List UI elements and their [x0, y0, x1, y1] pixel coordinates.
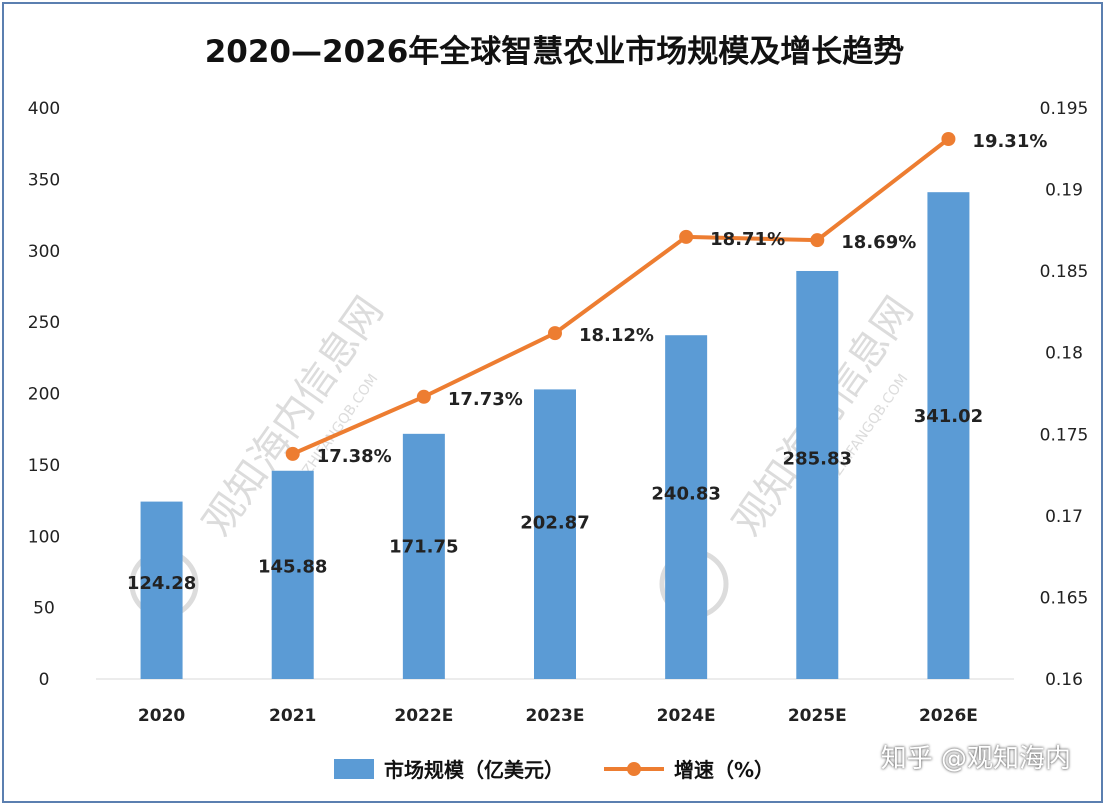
y-axis-left: 0 50 100 150 200 250 300 350 400: [28, 99, 60, 690]
line-data-labels: 17.38% 17.73% 18.12% 18.71% 18.69% 19.31%: [317, 131, 1048, 467]
y-right-tick-label: 0.165: [1040, 588, 1089, 608]
bar-data-label: 240.83: [651, 483, 720, 504]
chart-title: 2020—2026年全球智慧农业市场规模及增长趋势: [204, 34, 905, 70]
growth-line: [291, 137, 950, 456]
bar-data-label: 341.02: [914, 406, 983, 427]
bar-data-label: 145.88: [258, 557, 327, 578]
line-data-label: 17.38%: [317, 446, 392, 467]
bar-data-label: 285.83: [783, 449, 852, 470]
line-data-label: 19.31%: [972, 131, 1047, 152]
line-point: [679, 229, 694, 244]
credit-text: 知乎 @观知海内: [880, 744, 1071, 774]
bar-data-label: 202.87: [520, 513, 589, 534]
y-right-tick-label: 0.185: [1040, 262, 1089, 282]
bar: [796, 270, 839, 679]
legend: 市场规模（亿美元） 增速（%）: [334, 758, 774, 782]
y-right-tick-label: 0.16: [1045, 670, 1083, 690]
x-tick-label: 2021: [269, 706, 316, 726]
y-right-tick-label: 0.19: [1045, 181, 1083, 201]
legend-line-label: 增速（%）: [674, 758, 774, 782]
bar: [140, 501, 183, 679]
x-tick-label: 2026E: [919, 706, 978, 726]
line-point: [941, 131, 956, 146]
legend-bar-swatch: [334, 759, 374, 779]
y-left-tick-label: 400: [28, 99, 60, 119]
legend-bar-label: 市场规模（亿美元）: [384, 758, 564, 782]
x-tick-label: 2024E: [657, 706, 716, 726]
line-data-label: 18.12%: [579, 325, 654, 346]
bar-series: [140, 192, 970, 679]
line-point: [416, 389, 431, 404]
y-axis-right: 0.16 0.165 0.17 0.175 0.18 0.185 0.19 0.195: [1040, 99, 1089, 690]
y-left-tick-label: 100: [28, 527, 60, 547]
y-left-tick-label: 350: [28, 170, 60, 190]
legend-line-marker: [627, 762, 641, 776]
x-tick-label: 2023E: [526, 706, 585, 726]
x-tick-label: 2022E: [394, 706, 453, 726]
y-left-tick-label: 0: [39, 670, 50, 690]
y-right-tick-label: 0.175: [1040, 425, 1089, 445]
line-point: [548, 326, 562, 341]
y-left-tick-label: 150: [28, 456, 60, 476]
y-left-tick-label: 200: [28, 385, 60, 405]
line-data-label: 17.73%: [448, 389, 523, 410]
bar: [927, 192, 970, 679]
x-axis-ticks: 2020 2021 2022E 2023E 2024E 2025E 2026E: [138, 706, 978, 726]
line-point: [285, 446, 300, 461]
bar: [402, 433, 445, 679]
y-left-tick-label: 300: [28, 242, 60, 262]
y-left-tick-label: 50: [33, 599, 55, 619]
bar: [665, 335, 708, 679]
y-left-tick-label: 250: [28, 313, 60, 333]
line-point: [810, 233, 825, 248]
x-tick-label: 2020: [138, 706, 185, 726]
line-series: [285, 131, 956, 461]
y-right-tick-label: 0.18: [1045, 344, 1083, 364]
y-right-tick-label: 0.195: [1040, 99, 1089, 119]
x-tick-label: 2025E: [788, 706, 847, 726]
y-right-tick-label: 0.17: [1045, 507, 1083, 527]
bar-data-label: 171.75: [389, 537, 458, 558]
bar-data-labels: 124.28 145.88 171.75 202.87 240.83 285.83 341.…: [127, 406, 983, 594]
bar: [534, 389, 576, 679]
bar: [271, 470, 314, 679]
line-data-label: 18.69%: [841, 232, 916, 253]
chart-svg: 观知海内信息网GUANZHIFANGQB.COM观知海内信息网GUANZHIFA…: [28, 99, 1089, 782]
bar-data-label: 124.28: [127, 573, 196, 594]
line-data-label: 18.71%: [710, 229, 785, 250]
